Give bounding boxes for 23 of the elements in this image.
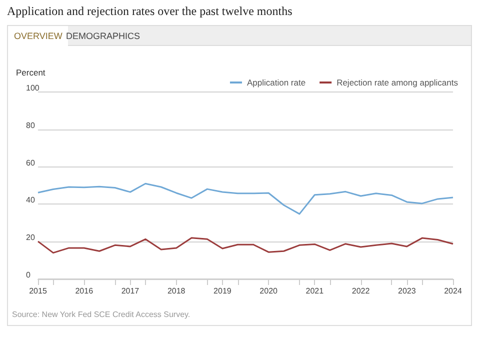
legend-label: Rejection rate among applicants <box>336 78 458 88</box>
source-note: Source: New York Fed SCE Credit Access Survey. <box>12 310 190 319</box>
text: DEMOGRAPHICS <box>66 31 140 41</box>
chart-title: Application and rejection rates over the past twelve months <box>7 4 292 19</box>
y-tick-label: 20 <box>26 233 36 242</box>
y-tick-label: 0 <box>26 270 31 280</box>
x-tick-label: 2020 <box>260 286 278 296</box>
x-tick-label: 2021 <box>306 286 324 296</box>
x-tick-label: 2018 <box>167 286 186 296</box>
x-tick-label: 2023 <box>398 286 416 296</box>
x-tick-label: 2024 <box>444 286 462 296</box>
x-tick-label: 2015 <box>29 286 48 296</box>
x-tick-label: 2016 <box>75 286 94 296</box>
y-tick-label: 60 <box>26 158 36 168</box>
text: OVERVIEW <box>14 31 62 41</box>
y-axis-title: Percent <box>16 68 46 78</box>
y-tick-label: 40 <box>26 196 36 205</box>
x-tick-label: 2019 <box>214 286 232 296</box>
legend-label: Application rate <box>246 78 306 88</box>
y-tick-label: 80 <box>26 120 36 130</box>
y-tick-label: 100 <box>26 84 40 92</box>
x-tick-label: 2022 <box>352 286 370 296</box>
x-tick-label: 2017 <box>121 286 140 296</box>
